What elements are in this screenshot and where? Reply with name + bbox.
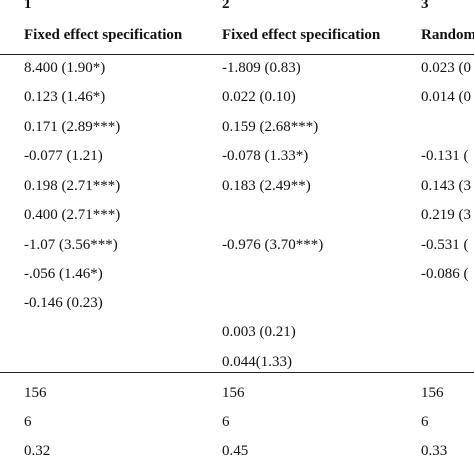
table-cell: 0.33 — [421, 443, 448, 459]
table-cell: -0.086 ( — [421, 266, 469, 282]
table-cell: 156 — [421, 385, 444, 401]
column-number: 1 — [24, 0, 32, 12]
table-cell: 8.400 (1.90*) — [24, 60, 106, 76]
footer-rule — [0, 372, 474, 373]
table-cell: -0.531 ( — [421, 237, 469, 253]
table-cell: 0.023 (0 — [421, 60, 471, 76]
table-cell: 0.003 (0.21) — [222, 324, 296, 340]
table-cell: 0.022 (0.10) — [222, 89, 296, 105]
table-cell: -.056 (1.46*) — [24, 266, 103, 282]
table-cell: 6 — [222, 414, 230, 430]
column-number: 2 — [222, 0, 230, 12]
table-cell: 0.143 (3 — [421, 178, 471, 194]
table-cell: 0.183 (2.49**) — [222, 178, 311, 194]
table-cell: 156 — [222, 385, 245, 401]
table-cell: -0.077 (1.21) — [24, 148, 103, 164]
table-cell: 0.123 (1.46*) — [24, 89, 106, 105]
table-cell: -1.809 (0.83) — [222, 60, 301, 76]
table-cell: -1.07 (3.56***) — [24, 237, 118, 253]
table-cell: 0.014 (0 — [421, 89, 471, 105]
table-cell: 0.400 (2.71***) — [24, 207, 121, 223]
table-cell: 0.044(1.33) — [222, 354, 292, 370]
table-cell: 156 — [24, 385, 47, 401]
column-header: Fixed effect specification — [24, 27, 183, 43]
table-cell: 0.32 — [24, 443, 51, 459]
table-cell: -0.976 (3.70***) — [222, 237, 324, 253]
column-number: 3 — [421, 0, 429, 12]
table-cell: -0.131 ( — [421, 148, 469, 164]
table-cell: 6 — [421, 414, 429, 430]
table-cell: -0.078 (1.33*) — [222, 148, 309, 164]
table-cell: 0.45 — [222, 443, 249, 459]
table-cell: 0.198 (2.71***) — [24, 178, 121, 194]
table-cell: 6 — [24, 414, 32, 430]
table-cell: -0.146 (0.23) — [24, 295, 103, 311]
column-header: Random — [421, 27, 474, 43]
table-cell: 0.171 (2.89***) — [24, 119, 121, 135]
column-header: Fixed effect specification — [222, 27, 381, 43]
table-cell: 0.219 (3 — [421, 207, 471, 223]
table-cell: 0.159 (2.68***) — [222, 119, 319, 135]
header-rule — [0, 54, 474, 55]
